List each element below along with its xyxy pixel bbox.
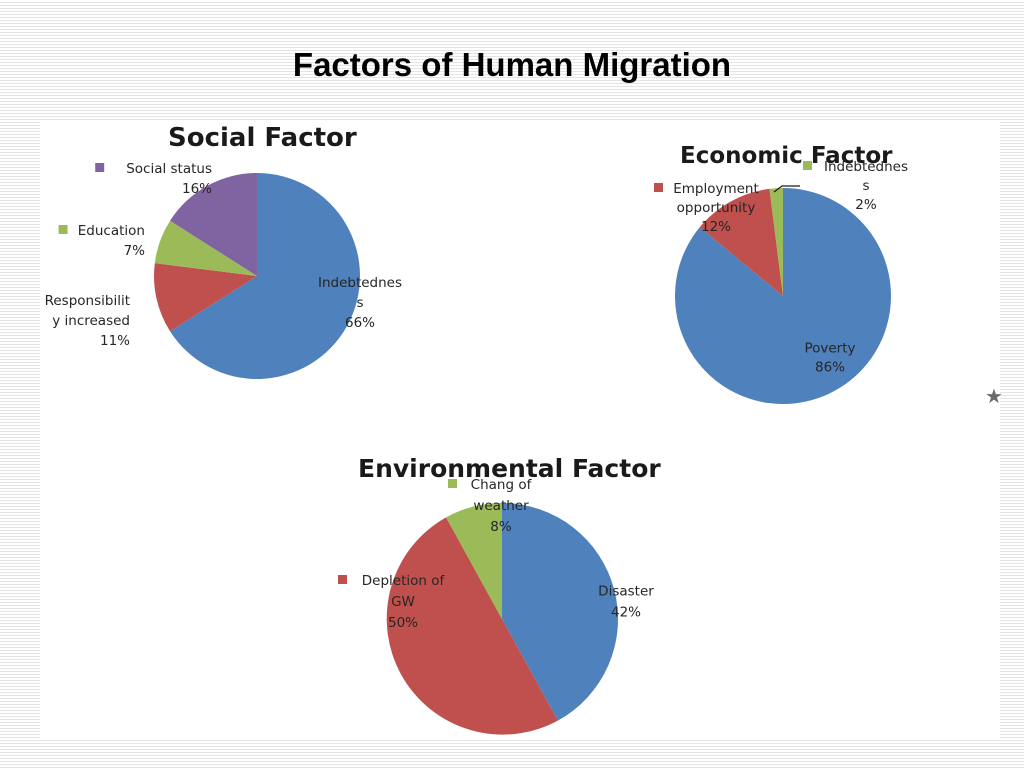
pie-slice <box>674 188 891 404</box>
slice-name: Poverty <box>804 341 855 357</box>
slice-name: s <box>356 295 363 311</box>
chart-title: Economic Factor <box>680 143 893 169</box>
legend-swatch <box>95 163 105 172</box>
legend-swatch <box>448 479 457 488</box>
chart-title: Social Factor <box>168 123 357 153</box>
slice-label: Poverty 86% <box>804 341 855 376</box>
pie-slice <box>386 517 558 735</box>
chart-panel: Social Factor Indebtednes s 66% Responsibili… <box>40 120 1000 738</box>
slice-name: Responsibilit <box>45 293 130 309</box>
pie-slice <box>170 173 360 380</box>
legend-swatch <box>338 575 347 584</box>
pie-slice <box>502 503 618 721</box>
slice-label: Depletion of GW 50% <box>362 573 446 631</box>
legend-swatch <box>58 225 68 234</box>
pie-slice <box>446 503 502 619</box>
pie-chart-3: Environmental Factor Disaster 42% Depletion… <box>338 454 661 735</box>
slice-percent: 7% <box>124 243 146 259</box>
slice-percent: 2% <box>855 197 877 213</box>
slice-name: opportunity <box>677 200 756 216</box>
slice-label: Indebtednes s 2% <box>824 159 908 213</box>
slice-name: Indebtednes <box>824 159 908 175</box>
slice-label: Disaster 42% <box>598 584 654 621</box>
pie-slice <box>153 263 257 332</box>
slice-name: Social status <box>126 161 212 177</box>
slice-label: Chang of weather 8% <box>471 477 533 535</box>
slice-name: Indebtednes <box>318 275 402 291</box>
slice-name: weather <box>473 498 529 514</box>
slice-name: Education <box>78 223 145 239</box>
slice-percent: 16% <box>182 181 212 197</box>
leader-line <box>773 185 800 193</box>
chart-title: Environmental Factor <box>358 454 661 483</box>
slice-label: Responsibilit y increased 11% <box>45 293 131 349</box>
slice-name: s <box>862 178 869 194</box>
slide-title: Factors of Human Migration <box>292 46 732 83</box>
slice-percent: 12% <box>701 219 731 235</box>
slice-percent: 8% <box>490 519 512 535</box>
slice-name: GW <box>391 594 415 610</box>
slice-percent: 50% <box>388 615 418 631</box>
pie-slice <box>699 188 783 296</box>
slice-label: Indebtednes s 66% <box>318 275 402 331</box>
slice-percent: 11% <box>100 333 130 349</box>
star-icon: ★ <box>985 384 1003 408</box>
slice-name: Chang of <box>471 477 533 493</box>
slice-percent: 86% <box>815 360 845 376</box>
slice-name: Employment <box>673 181 759 197</box>
pie-slice <box>769 188 783 296</box>
pie-chart-1: Social Factor Indebtednes s 66% Responsibili… <box>45 123 402 380</box>
slice-label: Employment opportunity 12% <box>673 181 759 235</box>
legend-swatch <box>654 183 663 192</box>
slice-percent: 42% <box>611 605 641 621</box>
pie-slice <box>170 173 257 276</box>
pie-chart-2: Economic Factor Poverty 86% Employment oppor… <box>654 143 908 404</box>
slice-name: Disaster <box>598 584 654 600</box>
slice-percent: 66% <box>345 315 375 331</box>
charts-svg: Social Factor Indebtednes s 66% Responsibili… <box>45 123 908 735</box>
legend-swatch <box>803 161 812 170</box>
slice-name: Depletion of <box>362 573 446 589</box>
slice-name: y increased <box>52 313 130 329</box>
slice-label: Education 7% <box>78 223 145 259</box>
pie-slice <box>154 220 257 276</box>
slice-label: Social status 16% <box>126 161 212 197</box>
